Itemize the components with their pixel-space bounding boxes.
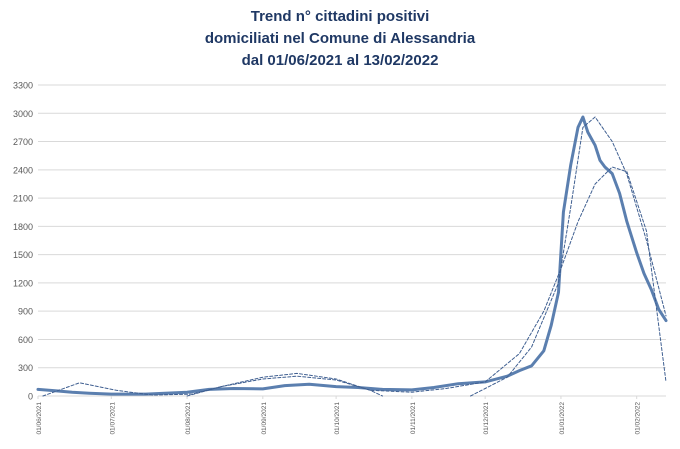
- y-tick-label-2100: 2100: [13, 194, 33, 204]
- x-tick-label-8: 01/02/2022: [635, 402, 642, 435]
- y-tick-label-2700: 2700: [13, 137, 33, 147]
- chart-title-line-3: dal 01/06/2021 al 13/02/2022: [241, 52, 439, 69]
- x-tick-label-5: 01/11/2021: [410, 402, 417, 434]
- chart-title-line-1: Trend n° cittadini positivi: [250, 8, 430, 25]
- y-tick-label-600: 600: [18, 335, 33, 345]
- y-tick-label-3000: 3000: [13, 109, 33, 119]
- y-tick-label-0: 0: [28, 392, 33, 402]
- x-tick-label-2: 01/08/2021: [185, 402, 192, 435]
- y-tick-label-1500: 1500: [13, 250, 33, 260]
- y-tick-label-300: 300: [18, 363, 33, 373]
- y-tick-label-2400: 2400: [13, 165, 33, 175]
- x-tick-label-3: 01/09/2021: [261, 402, 268, 435]
- x-tick-label-4: 01/10/2021: [334, 402, 341, 435]
- x-tick-label-6: 01/12/2021: [483, 402, 490, 435]
- chart-title-line-2: domiciliati nel Comune di Alessandria: [204, 30, 476, 47]
- y-tick-label-900: 900: [18, 307, 33, 317]
- x-tick-label-1: 01/07/2021: [109, 402, 116, 435]
- y-tick-label-1800: 1800: [13, 222, 33, 232]
- trend-line-3: [470, 116, 667, 397]
- series-line-main: [36, 115, 668, 396]
- y-tick-label-1200: 1200: [13, 278, 33, 288]
- x-tick-label-0: 01/06/2021: [36, 402, 43, 435]
- trend-line-2: [186, 372, 383, 397]
- y-tick-label-3300: 3300: [13, 81, 33, 91]
- x-tick-label-7: 01/01/2022: [559, 402, 566, 435]
- trend-line-1: [42, 166, 667, 397]
